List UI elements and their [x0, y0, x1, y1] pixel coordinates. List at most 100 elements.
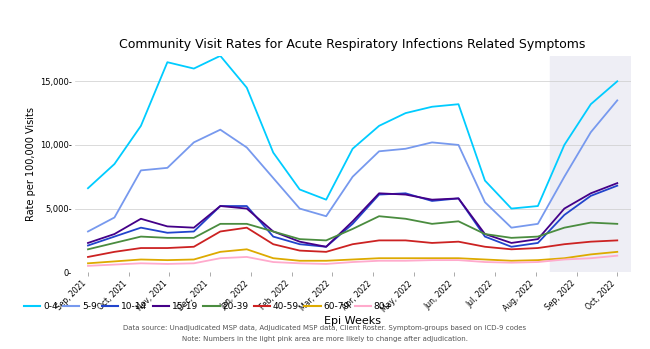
Bar: [550, 56, 630, 272]
40-59: [348, 242, 356, 246]
20-39: [296, 237, 304, 241]
5-9: [269, 176, 277, 180]
60-79: [454, 256, 462, 260]
40-59: [190, 245, 198, 249]
40-59: [560, 242, 568, 246]
15-19: [560, 207, 568, 211]
40-59: [164, 246, 172, 250]
Line: 15-19: 15-19: [88, 183, 618, 247]
10-14: [84, 243, 92, 247]
80+: [402, 259, 410, 263]
60-79: [84, 261, 92, 265]
Line: 10-14: 10-14: [88, 186, 618, 247]
10-14: [428, 199, 436, 203]
20-39: [164, 236, 172, 240]
80+: [587, 256, 595, 260]
0-4: [481, 178, 489, 183]
15-19: [164, 224, 172, 229]
Text: Data source: Unadjudicated MSP data, Adjudicated MSP data, Client Roster. Sympto: Data source: Unadjudicated MSP data, Adj…: [124, 325, 526, 331]
40-59: [428, 241, 436, 245]
5-9: [164, 166, 172, 170]
40-59: [84, 255, 92, 259]
10-14: [111, 235, 118, 239]
60-79: [508, 259, 515, 263]
Legend: 0-4, 5-9, 10-14, 15-19, 20-39, 40-59, 60-79, 80+: 0-4, 5-9, 10-14, 15-19, 20-39, 40-59, 60…: [24, 302, 393, 311]
60-79: [164, 258, 172, 262]
20-39: [269, 229, 277, 233]
40-59: [296, 248, 304, 253]
0-4: [164, 60, 172, 64]
60-79: [560, 256, 568, 260]
80+: [534, 260, 542, 264]
20-39: [508, 236, 515, 240]
Line: 20-39: 20-39: [88, 216, 618, 249]
0-4: [560, 143, 568, 147]
20-39: [587, 221, 595, 225]
0-4: [216, 54, 224, 58]
40-59: [322, 250, 330, 254]
20-39: [137, 235, 145, 239]
10-14: [481, 235, 489, 239]
80+: [164, 262, 172, 266]
10-14: [216, 204, 224, 208]
5-9: [111, 215, 118, 220]
60-79: [296, 259, 304, 263]
40-59: [111, 250, 118, 254]
80+: [216, 256, 224, 260]
5-9: [322, 214, 330, 218]
80+: [190, 261, 198, 265]
20-39: [560, 225, 568, 230]
60-79: [216, 250, 224, 254]
15-19: [269, 229, 277, 233]
40-59: [454, 239, 462, 244]
80+: [560, 258, 568, 262]
0-4: [348, 147, 356, 151]
0-4: [587, 102, 595, 106]
80+: [508, 261, 515, 265]
5-9: [190, 140, 198, 144]
0-4: [428, 105, 436, 109]
80+: [84, 264, 92, 268]
20-39: [322, 238, 330, 243]
15-19: [587, 191, 595, 195]
5-9: [587, 130, 595, 134]
15-19: [481, 232, 489, 236]
Line: 60-79: 60-79: [88, 249, 618, 263]
40-59: [481, 245, 489, 249]
20-39: [614, 222, 621, 226]
10-14: [375, 193, 383, 197]
0-4: [84, 186, 92, 190]
20-39: [481, 232, 489, 236]
80+: [269, 260, 277, 264]
Text: Note: Numbers in the light pink area are more likely to change after adjudicatio: Note: Numbers in the light pink area are…: [182, 336, 468, 342]
10-14: [164, 231, 172, 235]
15-19: [137, 217, 145, 221]
15-19: [190, 225, 198, 230]
10-14: [348, 222, 356, 226]
60-79: [587, 252, 595, 257]
80+: [454, 258, 462, 262]
10-14: [534, 241, 542, 245]
10-14: [402, 191, 410, 195]
15-19: [534, 237, 542, 241]
Line: 40-59: 40-59: [88, 228, 618, 257]
15-19: [216, 204, 224, 208]
40-59: [375, 238, 383, 243]
0-4: [454, 102, 462, 106]
0-4: [614, 79, 621, 83]
5-9: [534, 222, 542, 226]
5-9: [296, 207, 304, 211]
10-14: [508, 245, 515, 249]
0-4: [137, 124, 145, 128]
15-19: [296, 239, 304, 244]
5-9: [508, 225, 515, 230]
15-19: [614, 181, 621, 185]
Y-axis label: Rate per 100,000 Visits: Rate per 100,000 Visits: [26, 107, 36, 221]
20-39: [84, 247, 92, 251]
5-9: [402, 147, 410, 151]
15-19: [428, 198, 436, 202]
10-14: [137, 225, 145, 230]
40-59: [587, 239, 595, 244]
10-14: [322, 245, 330, 249]
60-79: [614, 250, 621, 254]
